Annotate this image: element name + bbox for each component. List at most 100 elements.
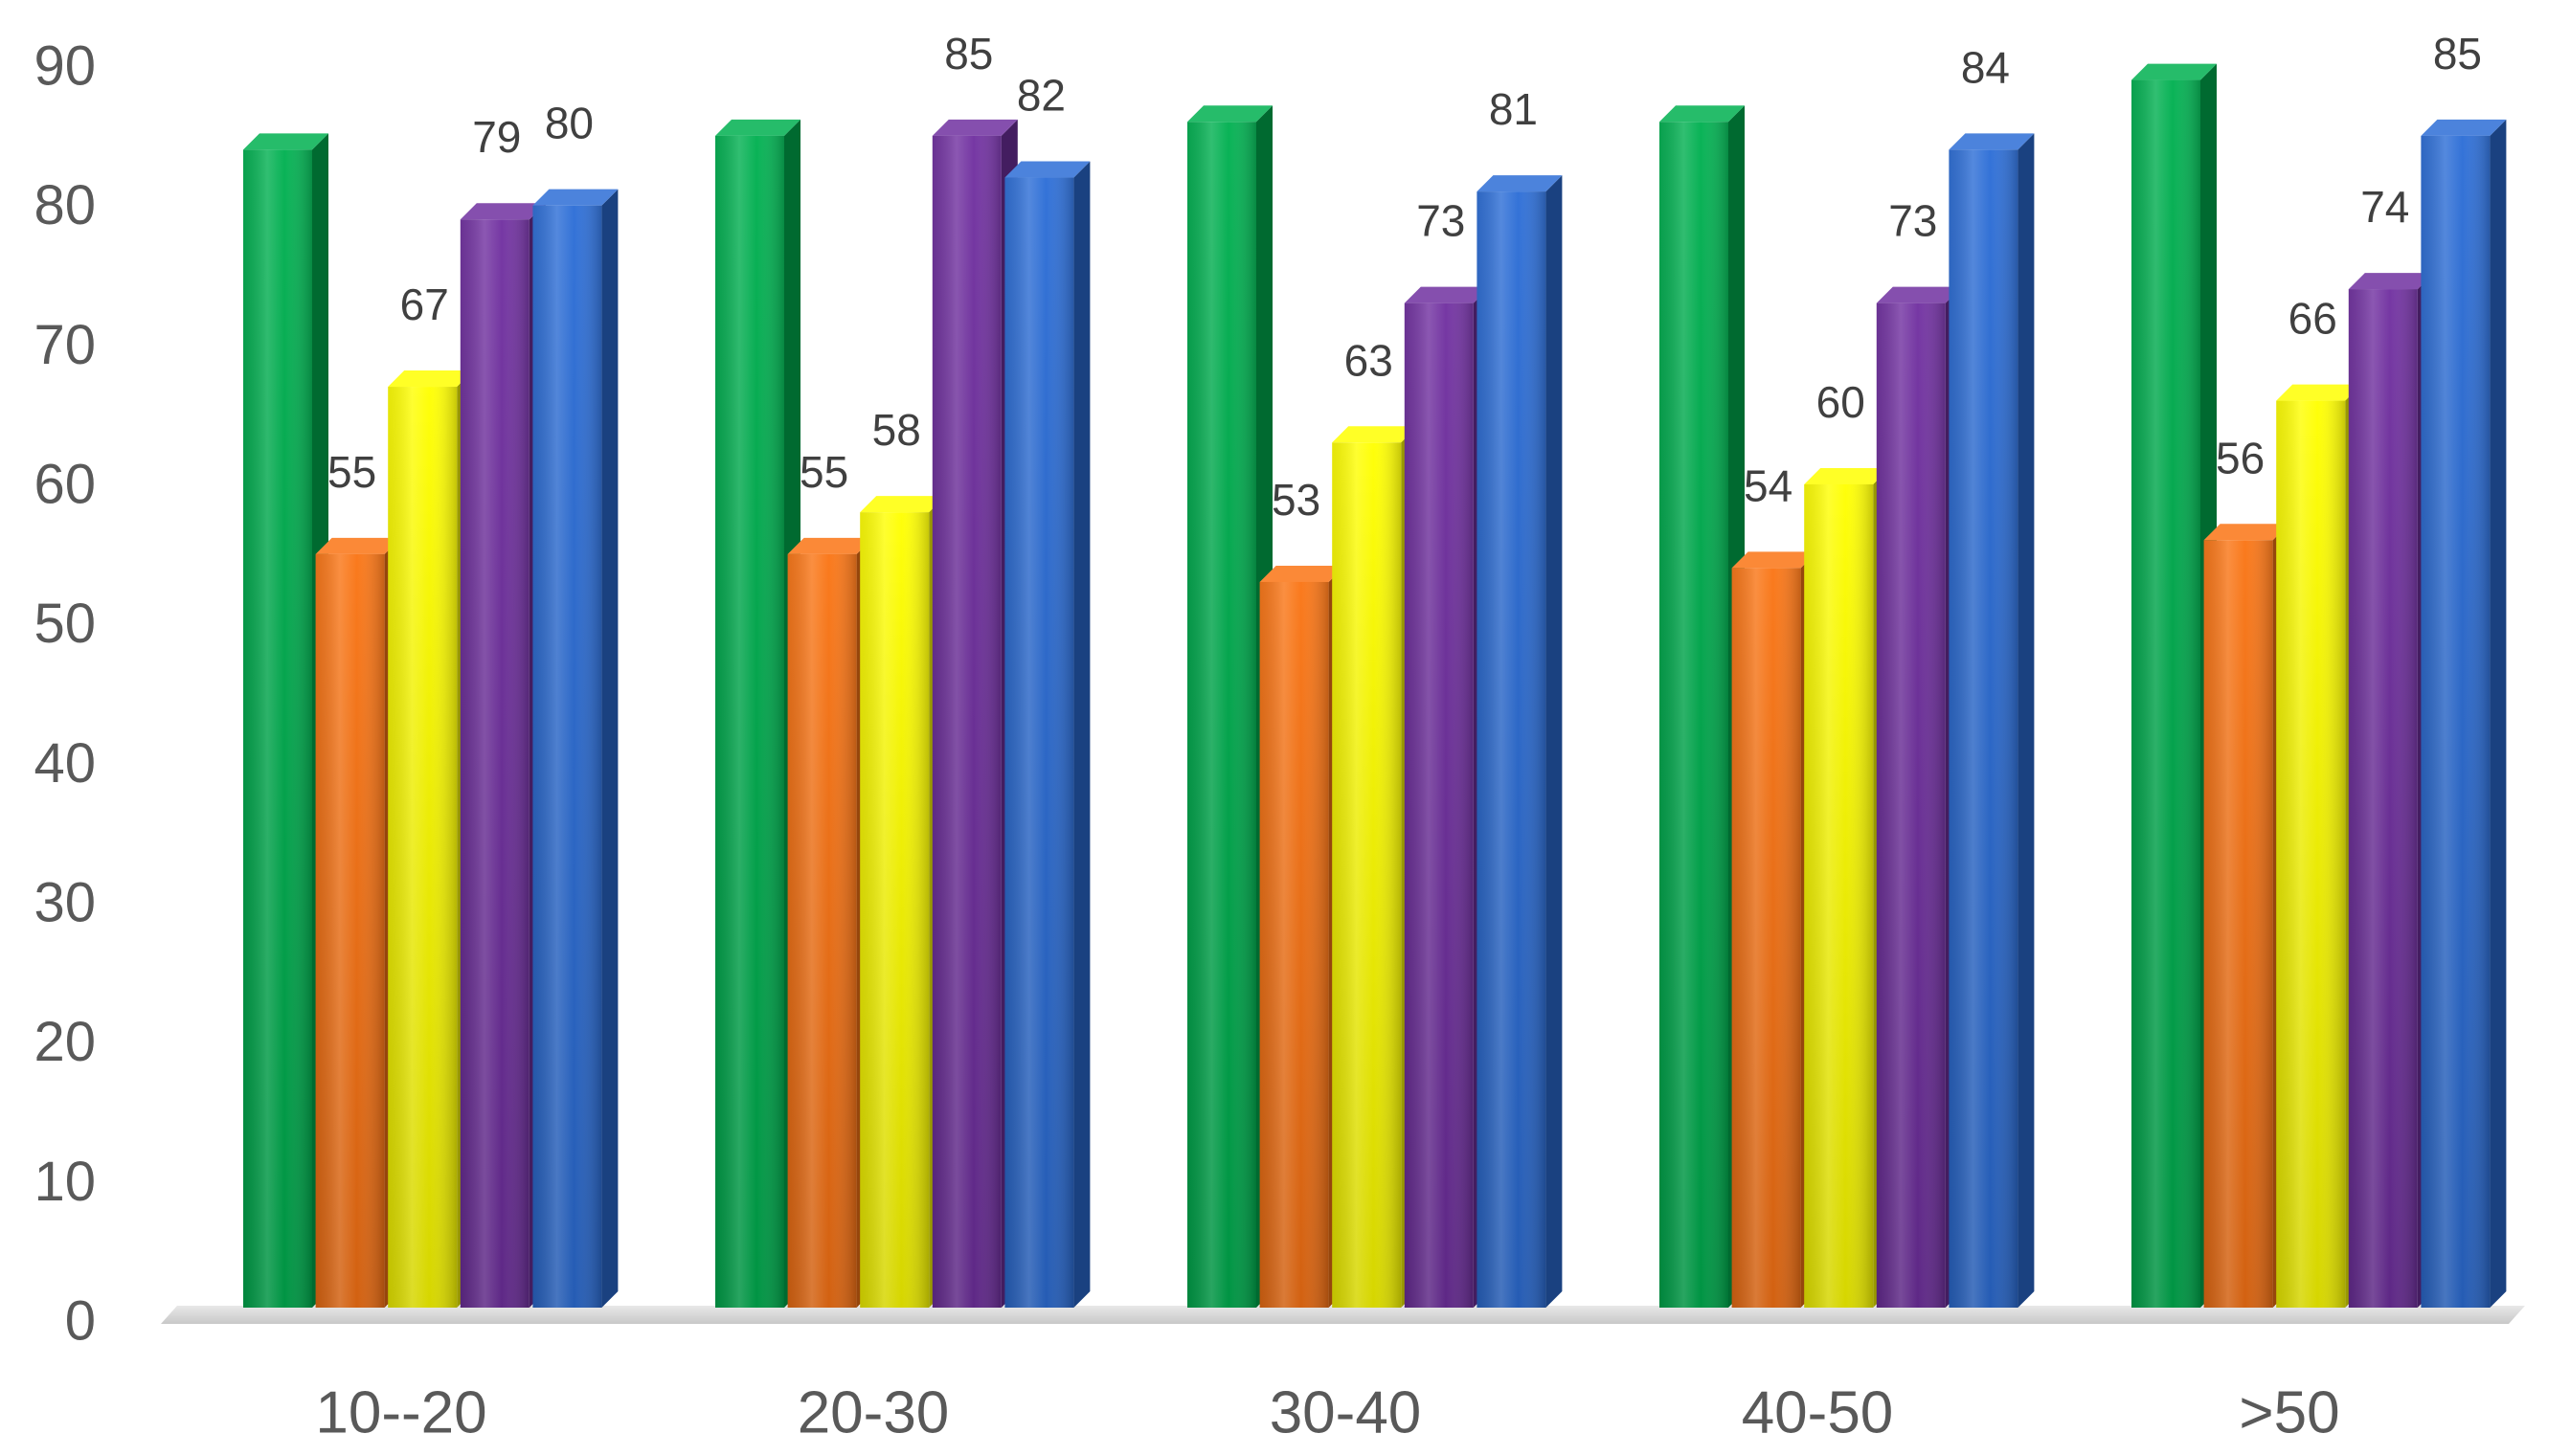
x-tick-label: 30-40 <box>1270 1380 1422 1446</box>
bar <box>532 189 619 1309</box>
bar-cluster <box>243 133 619 1309</box>
bar-top-face <box>1949 133 2035 150</box>
bar-top-face <box>460 203 546 220</box>
bar-shading <box>932 135 1002 1308</box>
data-label: 79 <box>472 112 521 162</box>
bar-cluster <box>1659 105 2035 1309</box>
y-tick-label: 10 <box>34 1151 96 1213</box>
bar <box>1004 161 1091 1309</box>
bar-shading <box>2348 289 2418 1309</box>
bar-shading <box>1731 568 1801 1308</box>
y-tick-label: 70 <box>34 314 96 376</box>
y-tick-label: 30 <box>34 872 96 934</box>
bar-top-face <box>1477 175 1563 192</box>
bar-side-face <box>1073 161 1091 1309</box>
bar-top-face <box>2131 63 2217 80</box>
data-label: 85 <box>944 29 993 78</box>
bar-side-face <box>2018 133 2035 1308</box>
bars <box>243 63 2507 1309</box>
bar <box>1949 133 2035 1308</box>
bar-side-face <box>1545 175 1563 1309</box>
bar-shading <box>787 553 857 1308</box>
data-label: 63 <box>1344 335 1393 385</box>
bar-top-face <box>2348 273 2434 290</box>
data-label: 82 <box>1017 71 1066 121</box>
data-label: 53 <box>1272 475 1320 525</box>
data-label: 84 <box>1961 42 2010 92</box>
x-axis: 10--20 20-30 30-40 40-50 >50 <box>315 1380 2339 1446</box>
bar-shading <box>1804 484 1874 1308</box>
data-label: 85 <box>2433 29 2482 78</box>
bar <box>1876 286 1962 1309</box>
bar <box>860 496 946 1308</box>
bar-top-face <box>315 537 401 554</box>
bar-top-face <box>1659 105 1745 123</box>
bar-shading <box>1004 177 1074 1309</box>
bar-top-face <box>1004 161 1091 178</box>
bar-shading <box>1187 122 1256 1308</box>
data-label: 56 <box>2216 433 2265 482</box>
data-label: 60 <box>1816 377 1865 427</box>
bar-shading <box>860 512 930 1308</box>
bar-top-face <box>532 189 619 206</box>
bar-top-face <box>2203 524 2289 541</box>
bar-shading <box>715 135 784 1308</box>
bar-shading <box>2131 79 2200 1309</box>
bar-top-face <box>1804 468 1890 484</box>
bar <box>932 119 1018 1308</box>
bar-top-face <box>715 119 800 136</box>
data-labels: 55 67 79 80 55 58 85 82 53 63 73 81 54 60 73 84 56 66 74 85 <box>327 29 2482 525</box>
chart-floor <box>161 1306 2525 1324</box>
bar-top-face <box>1876 286 1962 303</box>
bar-top-face <box>932 119 1018 136</box>
bar-top-face <box>1332 426 1418 443</box>
data-label: 74 <box>2360 182 2409 232</box>
bar-top-face <box>2276 384 2362 401</box>
x-tick-label: 40-50 <box>1742 1380 1894 1446</box>
bar-top-face <box>2421 119 2507 136</box>
bar-shading <box>2276 400 2346 1309</box>
bar-top-face <box>1404 286 1490 303</box>
bar-shading <box>532 205 602 1309</box>
x-tick-label: >50 <box>2239 1380 2339 1446</box>
bar-shading <box>1949 149 2018 1308</box>
data-label: 73 <box>1416 196 1465 246</box>
data-label: 81 <box>1489 84 1538 134</box>
bar <box>1187 105 1273 1308</box>
x-tick-label: 20-30 <box>798 1380 950 1446</box>
bar-shading <box>1259 581 1329 1308</box>
y-tick-label: 90 <box>34 35 96 98</box>
y-axis: 0 10 20 30 40 50 60 70 80 90 <box>34 35 96 1353</box>
bar-shading <box>2203 540 2273 1308</box>
data-label: 66 <box>2288 294 2337 344</box>
bar <box>1477 175 1563 1309</box>
data-label: 55 <box>800 447 848 497</box>
bar-top-face <box>1259 565 1345 582</box>
data-label: 80 <box>545 99 594 148</box>
y-tick-label: 40 <box>34 732 96 795</box>
bar-side-face <box>2490 119 2507 1308</box>
data-label: 55 <box>327 447 376 497</box>
bar <box>2348 273 2434 1309</box>
bar-top-face <box>787 537 873 554</box>
bar-top-face <box>388 370 474 388</box>
bar-shading <box>1404 302 1474 1309</box>
bar-shading <box>1477 191 1546 1309</box>
bar-cluster <box>715 119 1091 1309</box>
bar-shading <box>243 149 312 1308</box>
bar <box>2276 384 2362 1309</box>
data-label: 67 <box>400 280 449 329</box>
y-tick-label: 50 <box>34 593 96 655</box>
bar-shading <box>1332 442 1402 1308</box>
bar-top-face <box>1187 105 1273 123</box>
data-label: 58 <box>872 405 921 455</box>
bar-shading <box>1659 122 1728 1308</box>
y-tick-label: 0 <box>65 1290 96 1353</box>
bar-shading <box>1876 302 1946 1309</box>
y-tick-label: 60 <box>34 454 96 516</box>
bar-top-face <box>860 496 946 513</box>
bar-cluster <box>1187 105 1563 1309</box>
bar <box>1659 105 1745 1308</box>
data-label: 54 <box>1744 460 1792 510</box>
